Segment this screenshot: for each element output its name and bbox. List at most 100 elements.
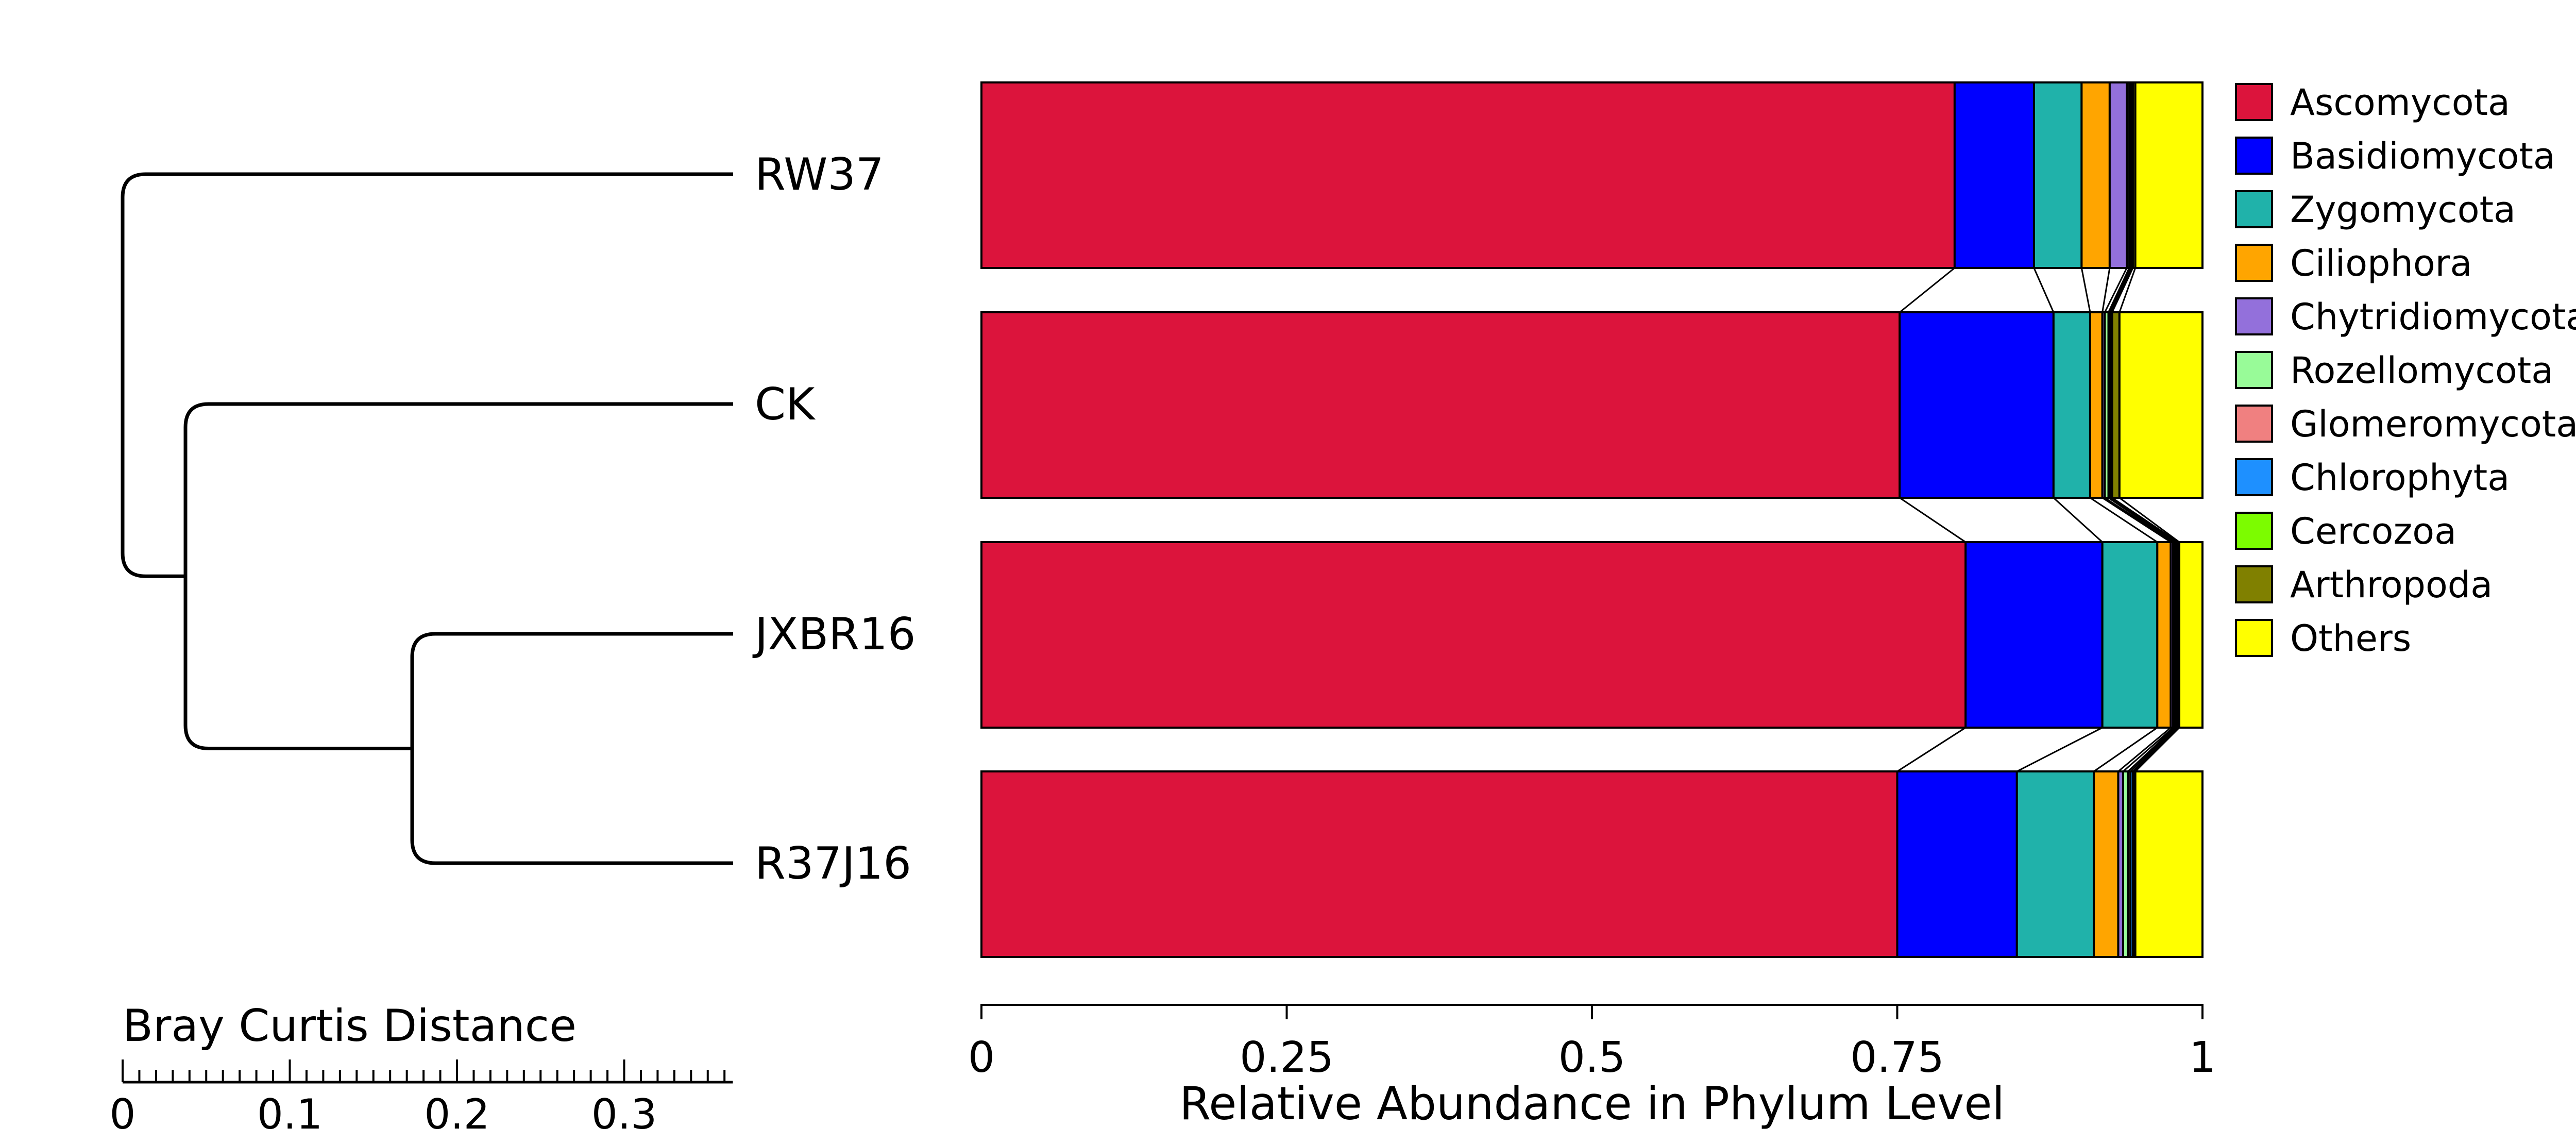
leaf-label: R37J16 xyxy=(755,838,911,889)
connector-line xyxy=(2127,727,2175,772)
dendrogram-branch xyxy=(410,632,733,865)
scale-tick-label: 0.1 xyxy=(257,1090,323,1138)
bar-segment xyxy=(2052,311,2091,499)
connector-line xyxy=(1899,497,1967,543)
legend-item: Chlorophyta xyxy=(2235,457,2510,499)
bar-segment xyxy=(980,311,1901,499)
connector-line xyxy=(2102,497,2172,543)
bar-row-R37J16 xyxy=(980,770,2204,958)
bar-segment xyxy=(2111,311,2121,499)
connector-line xyxy=(2104,267,2128,313)
legend-swatch xyxy=(2235,297,2273,335)
legend-item: Chytridiomycota xyxy=(2235,296,2576,338)
legend-swatch xyxy=(2235,244,2273,282)
connector-line xyxy=(2033,267,2055,313)
bar-segment xyxy=(1896,770,2018,958)
legend-item: Arthropoda xyxy=(2235,564,2493,606)
legend-label: Ascomycota xyxy=(2290,81,2510,124)
stacked-bar-chart: 0 0.25 0.5 0.75 1 Relative Abundance in Phylu… xyxy=(968,81,2216,1130)
bar-row-RW37 xyxy=(980,81,2204,269)
x-tick-label: 0.5 xyxy=(1558,1033,1625,1082)
connector-line xyxy=(2122,727,2174,772)
connector-line xyxy=(2102,267,2111,313)
connector-line xyxy=(2133,727,2179,772)
bar-segment xyxy=(2134,770,2204,958)
legend-label: Chlorophyta xyxy=(2290,457,2510,499)
bar-segment xyxy=(2108,81,2128,269)
legend-swatch xyxy=(2235,458,2273,496)
connector-line xyxy=(1896,727,1967,772)
legend-item: Basidiomycota xyxy=(2235,135,2555,177)
connector-line xyxy=(2119,267,2137,313)
bar-segment xyxy=(2080,81,2111,269)
connector-line xyxy=(2117,727,2172,772)
scale-title: Bray Curtis Distance xyxy=(123,1000,577,1052)
bar-segment xyxy=(2134,81,2204,269)
connector-line xyxy=(1899,267,1955,313)
leaf-label: CK xyxy=(755,379,816,430)
bar-segment xyxy=(2178,541,2204,729)
legend-swatch xyxy=(2235,83,2273,121)
connector-line xyxy=(2130,727,2176,772)
legend-label: Cercozoa xyxy=(2290,510,2456,552)
scale-tick-label: 0.2 xyxy=(424,1090,489,1138)
connector-line xyxy=(2080,267,2091,313)
bar-segment xyxy=(2101,541,2159,729)
connector-line xyxy=(2119,497,2180,543)
dendrogram-branch xyxy=(183,402,733,750)
legend-item: Zygomycota xyxy=(2235,189,2516,231)
connector-line xyxy=(2132,727,2178,772)
bar-segment xyxy=(1964,541,2104,729)
bar-row-JXBR16 xyxy=(980,541,2204,729)
bar-segment xyxy=(2118,311,2204,499)
legend-swatch xyxy=(2235,565,2273,603)
legend-label: Zygomycota xyxy=(2290,189,2516,231)
legend-swatch xyxy=(2235,351,2273,389)
legend-label: Ciliophora xyxy=(2290,242,2472,284)
bar-segment xyxy=(2015,770,2095,958)
bar-segment xyxy=(2032,81,2083,269)
legend-item: Ciliophora xyxy=(2235,242,2472,284)
legend-label: Basidiomycota xyxy=(2290,135,2555,177)
connector-line xyxy=(2109,267,2131,313)
dendrogram-branch xyxy=(121,172,733,578)
x-tick-label: 0.75 xyxy=(1850,1033,1944,1082)
bar-segment xyxy=(1899,311,2055,499)
connector-line xyxy=(2111,267,2134,313)
leaf-label: RW37 xyxy=(755,149,884,200)
legend-label: Glomeromycota xyxy=(2290,403,2576,445)
legend-swatch xyxy=(2235,190,2273,228)
legend-item: Glomeromycota xyxy=(2235,403,2576,445)
bar-segment xyxy=(980,770,1899,958)
legend-item: Rozellomycota xyxy=(2235,349,2553,392)
bar-segment xyxy=(980,541,1967,729)
connector-line xyxy=(2110,267,2132,313)
legend-swatch xyxy=(2235,619,2273,657)
x-tick-label: 1 xyxy=(2189,1033,2216,1082)
bar-row-CK xyxy=(980,311,2204,499)
connector-line xyxy=(2111,497,2179,543)
legend-label: Rozellomycota xyxy=(2290,349,2553,392)
x-tick-label: 0 xyxy=(968,1033,995,1082)
legend-swatch xyxy=(2235,512,2273,550)
connector-line xyxy=(2090,497,2158,543)
connector-line xyxy=(2104,497,2174,543)
legend-swatch xyxy=(2235,405,2273,443)
connector-line xyxy=(2134,727,2180,772)
legend-label: Others xyxy=(2290,617,2411,660)
legend: Ascomycota Basidiomycota Zygomycota Cilioph… xyxy=(2235,81,2576,660)
legend-item: Ascomycota xyxy=(2235,81,2510,124)
bar-segment xyxy=(2093,770,2120,958)
x-tick-label: 0.25 xyxy=(1240,1033,1334,1082)
legend-item: Others xyxy=(2235,617,2411,660)
connector-line xyxy=(2053,497,2103,543)
bar-segment xyxy=(1953,81,2035,269)
connector-line xyxy=(2016,727,2103,772)
legend-item: Cercozoa xyxy=(2235,510,2456,552)
connector-line xyxy=(2093,727,2158,772)
leaf-label: JXBR16 xyxy=(752,609,916,660)
bar-segment xyxy=(2089,311,2104,499)
connector-lines xyxy=(1896,267,2180,772)
x-axis-title: Relative Abundance in Phylum Level xyxy=(1179,1077,2005,1130)
